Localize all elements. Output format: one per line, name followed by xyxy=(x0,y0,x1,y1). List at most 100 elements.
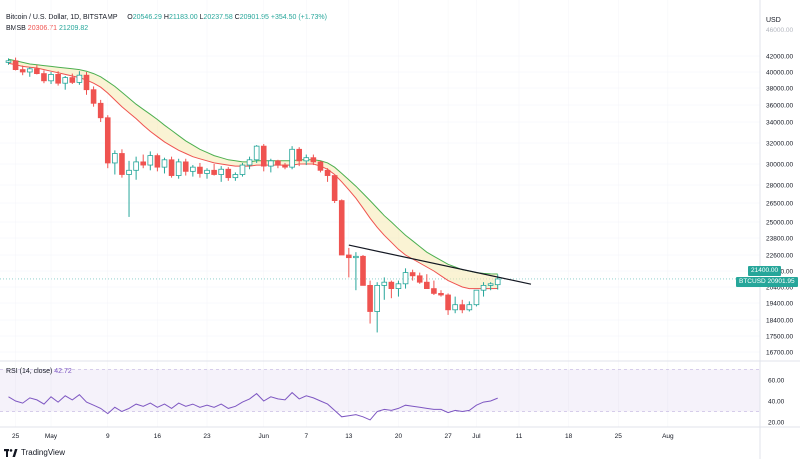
candle xyxy=(62,76,69,90)
candle xyxy=(239,162,246,177)
ohlc-close-label: C xyxy=(234,14,240,21)
candle xyxy=(317,160,324,173)
candle-body xyxy=(161,159,168,168)
candle xyxy=(34,64,40,75)
candle-body xyxy=(487,283,494,286)
rsi-pane[interactable]: 60.00 40.00 20.00 xyxy=(0,360,800,428)
candle xyxy=(161,157,168,174)
rsi-band xyxy=(0,369,760,412)
indicator-legend[interactable]: BMSB 20306.71 21209.82 xyxy=(6,25,88,32)
candle-body xyxy=(424,281,430,290)
candle xyxy=(296,147,302,167)
candle xyxy=(452,296,458,314)
price-tick-label: 20400.00 xyxy=(766,285,793,292)
candle xyxy=(346,247,352,278)
candle-body xyxy=(395,283,402,289)
price-tick-label: 16700.00 xyxy=(766,350,793,357)
candle xyxy=(154,153,161,172)
price-tag-symbol: BTCUSD xyxy=(739,278,766,285)
candle xyxy=(473,289,480,307)
candle-body xyxy=(232,174,239,179)
candle xyxy=(140,154,147,169)
ohlc-low-label: L xyxy=(199,14,204,21)
candles[interactable] xyxy=(5,57,501,333)
price-tick-label: 40000.00 xyxy=(766,70,793,77)
candle xyxy=(48,72,54,84)
candle-body xyxy=(438,292,444,296)
price-tick-label: 19400.00 xyxy=(766,301,793,308)
price-tick-label: 26500.00 xyxy=(766,201,793,208)
ohlc-high: 21183.00 xyxy=(168,14,198,21)
candle-body xyxy=(19,69,26,73)
candle-body xyxy=(104,117,111,164)
candle-body xyxy=(338,200,345,256)
candle xyxy=(459,299,466,314)
rsi-label[interactable]: RSI (14, close) xyxy=(6,368,53,375)
bmsb-sma-line xyxy=(8,59,498,290)
candle-body xyxy=(381,281,388,286)
time-tick-label: 13 xyxy=(345,433,353,440)
candle xyxy=(275,159,281,169)
price-tick-label: 25000.00 xyxy=(766,220,793,227)
candle-body xyxy=(246,159,253,166)
candle-body xyxy=(260,145,267,167)
candle xyxy=(445,293,451,315)
symbol-title[interactable]: Bitcoin / U.S. Dollar, 1D, BITSTAMP xyxy=(6,14,118,21)
candle-body xyxy=(211,169,217,175)
candle xyxy=(324,168,331,182)
candle-body xyxy=(494,278,501,286)
candle xyxy=(388,280,395,299)
candle xyxy=(232,172,239,181)
time-tick-label: Jun xyxy=(258,433,269,440)
trend-line[interactable] xyxy=(348,244,532,285)
candle-body xyxy=(204,169,210,174)
tradingview-logo[interactable]: TradingView xyxy=(4,448,65,457)
candle xyxy=(225,167,232,181)
price-tick-label: 22600.00 xyxy=(766,253,793,260)
candle-body xyxy=(154,155,161,168)
candle-body xyxy=(97,102,104,119)
candle-body xyxy=(353,255,359,259)
candle-body xyxy=(473,289,480,306)
time-axis[interactable]: 25 May 9 16 23 Jun 7 13 20 27 Jul 11 18 25 Aug xyxy=(12,0,761,459)
currency-label: USD xyxy=(766,17,781,24)
price-tick-label: 32000.00 xyxy=(766,141,793,148)
time-tick-label: Jul xyxy=(472,433,481,440)
candle xyxy=(402,268,409,289)
candle xyxy=(268,158,274,173)
candle-body xyxy=(62,77,69,84)
candle xyxy=(487,282,494,291)
candle xyxy=(282,162,288,170)
price-tag-current: BTCUSD 20901.95 xyxy=(736,277,798,287)
candle-body xyxy=(175,161,182,176)
rsi-tick-label: 20.00 xyxy=(768,420,785,427)
time-tick-label: 20 xyxy=(395,433,403,440)
ohlc-high-label: H xyxy=(163,14,169,21)
price-tick-label: 23800.00 xyxy=(766,236,793,243)
candle-body xyxy=(303,157,310,162)
candle xyxy=(55,71,61,86)
candle-body xyxy=(182,161,189,172)
candle-body xyxy=(416,275,423,283)
candle xyxy=(83,72,90,95)
candle xyxy=(331,175,338,203)
rsi-tick-label: 60.00 xyxy=(768,378,785,385)
candle xyxy=(211,164,217,176)
candle-body xyxy=(239,164,246,175)
indicator-name[interactable]: BMSB xyxy=(6,25,26,32)
candle xyxy=(175,158,182,179)
price-axis[interactable]: 42000.00 40000.00 38000.00 36000.00 34000.00… xyxy=(766,54,793,357)
candle xyxy=(338,199,345,256)
price-tick-label: 42000.00 xyxy=(766,54,793,61)
candle-body xyxy=(218,168,225,175)
candle xyxy=(5,58,12,65)
candle-body xyxy=(253,145,260,161)
price-tick-label: 28000.00 xyxy=(766,183,793,190)
candle xyxy=(218,166,225,182)
candle xyxy=(26,67,33,77)
ohlc-open: 20546.29 xyxy=(132,14,162,21)
time-tick-label: 16 xyxy=(154,433,162,440)
candle-body xyxy=(402,272,409,285)
rsi-legend[interactable]: RSI (14, close) 42.72 xyxy=(6,368,72,375)
